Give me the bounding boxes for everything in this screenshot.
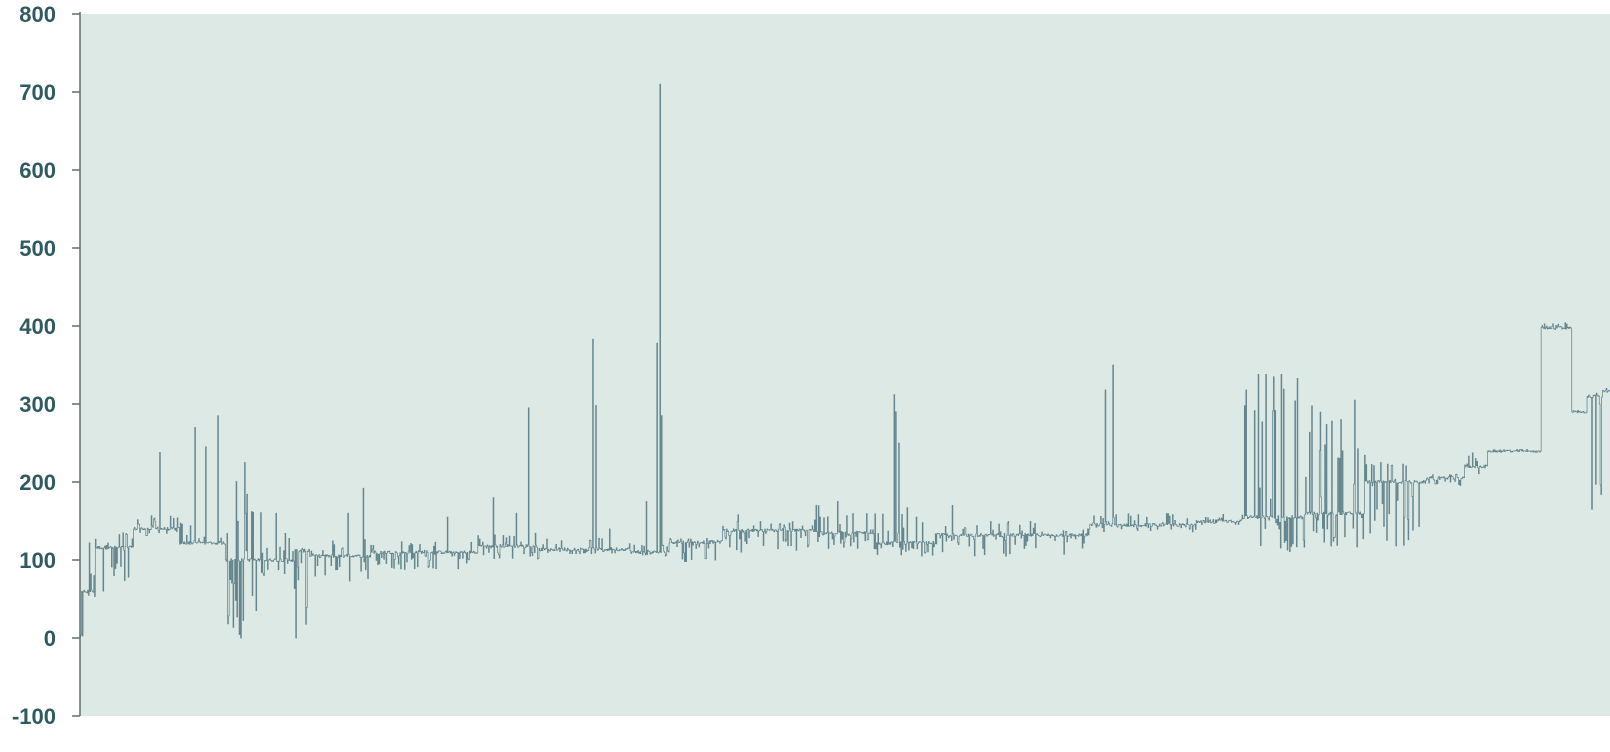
y-tick-label: 700	[19, 80, 56, 105]
y-tick-label: 500	[19, 236, 56, 261]
y-tick-label: 200	[19, 470, 56, 495]
y-tick-label: -100	[12, 704, 56, 729]
y-tick-label: 100	[19, 548, 56, 573]
y-tick-label: 400	[19, 314, 56, 339]
plot-background	[80, 14, 1610, 716]
y-tick-label: 600	[19, 158, 56, 183]
y-tick-label: 0	[44, 626, 56, 651]
y-axis-ticks: -100 0 100 200 300 400 500 600 700 800	[12, 2, 80, 729]
series-line	[80, 83, 1610, 639]
y-tick-label: 300	[19, 392, 56, 417]
y-tick-label: 800	[19, 2, 56, 27]
series-layer	[80, 83, 1610, 639]
